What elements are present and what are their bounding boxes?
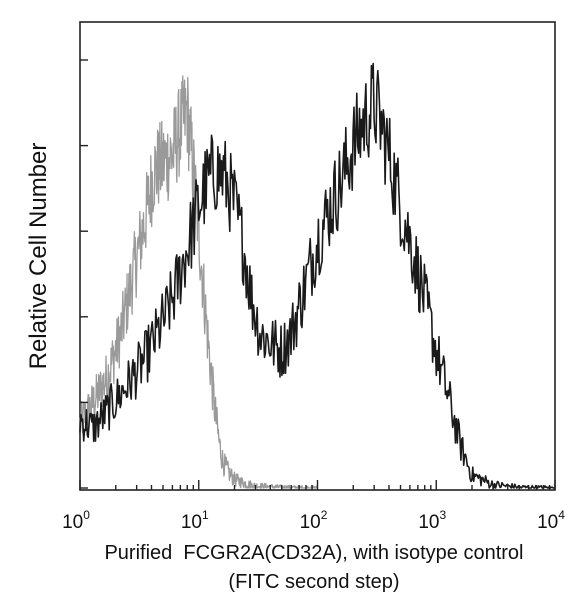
x-tick-label: 104 — [537, 508, 565, 533]
x-tick-label: 103 — [418, 508, 446, 533]
x-tick-label-exponent: 0 — [83, 508, 90, 522]
x-tick-label-base: 10 — [418, 512, 439, 533]
y-axis-title: Relative Cell Number — [25, 143, 52, 370]
series-fcgr2a-line — [79, 62, 555, 489]
series-layer — [79, 62, 555, 489]
x-tick-label-exponent: 4 — [558, 508, 565, 522]
x-axis-title: Purified FCGR2A(CD32A), with isotype con… — [104, 542, 523, 564]
x-tick-label-exponent: 1 — [202, 508, 209, 522]
x-tick-label-base: 10 — [62, 512, 83, 533]
x-tick-label: 100 — [62, 508, 90, 533]
x-tick-label: 102 — [300, 508, 328, 533]
ticks-layer — [79, 59, 556, 490]
x-tick-label: 101 — [181, 508, 209, 533]
x-tick-label-exponent: 2 — [321, 508, 328, 522]
tick-labels-layer: 100 101 102 103 104 — [62, 508, 565, 533]
x-tick-label-base: 10 — [300, 512, 321, 533]
x-axis-title-line2: (FITC second step) — [228, 571, 399, 593]
x-tick-label-base: 10 — [537, 512, 558, 533]
x-tick-label-base: 10 — [181, 512, 202, 533]
x-tick-label-exponent: 3 — [439, 508, 446, 522]
